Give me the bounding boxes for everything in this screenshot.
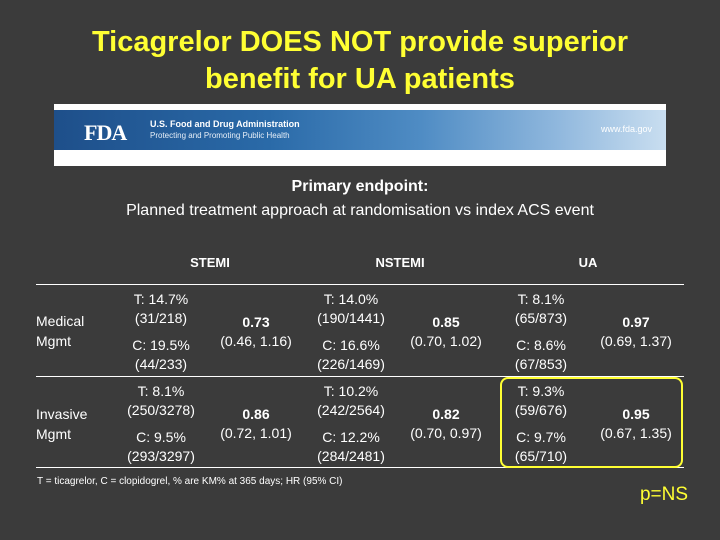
invasive-nstemi-ticagrelor: T: 10.2% (242/2564) bbox=[317, 383, 385, 418]
table-middle-rule bbox=[36, 376, 684, 377]
medical-stemi-hr: 0.73 (0.46, 1.16) bbox=[220, 314, 292, 349]
fda-logo: FDA bbox=[84, 120, 127, 145]
invasive-stemi-clopidogrel: C: 9.5% (293/3297) bbox=[127, 429, 195, 464]
fda-banner: FDA U.S. Food and Drug Administration Pr… bbox=[54, 104, 666, 166]
medical-ua-clopidogrel: C: 8.6% (67/853) bbox=[514, 337, 568, 372]
footnote: T = ticagrelor, C = clopidogrel, % are K… bbox=[37, 476, 343, 487]
fda-agency-name: U.S. Food and Drug Administration bbox=[150, 119, 300, 129]
row-label-line-2: Mgmt bbox=[36, 333, 71, 349]
medical-nstemi-hr: 0.85 (0.70, 1.02) bbox=[410, 314, 482, 349]
endpoint-heading: Primary endpoint: bbox=[291, 178, 429, 195]
title-line-2: benefit for UA patients bbox=[205, 63, 515, 95]
endpoint-block: Primary endpoint: Planned treatment appr… bbox=[0, 175, 720, 223]
ua-invasive-highlight-box bbox=[500, 377, 683, 468]
column-header-stemi: STEMI bbox=[190, 255, 230, 270]
invasive-ua-hr: 0.95 (0.67, 1.35) bbox=[600, 406, 672, 441]
medical-nstemi-clopidogrel: C: 16.6% (226/1469) bbox=[317, 337, 385, 372]
row-label-line-1: Medical bbox=[36, 313, 85, 329]
invasive-ua-clopidogrel: C: 9.7% (65/710) bbox=[514, 429, 568, 464]
medical-stemi-clopidogrel: C: 19.5% (44/233) bbox=[132, 337, 190, 372]
fda-banner-gradient: FDA U.S. Food and Drug Administration Pr… bbox=[54, 110, 666, 150]
slide-title: Ticagrelor DOES NOT provide superior ben… bbox=[0, 24, 720, 98]
fda-url: www.fda.gov bbox=[600, 124, 652, 134]
medical-ua-ticagrelor: T: 8.1% (65/873) bbox=[514, 291, 568, 326]
invasive-nstemi-hr: 0.82 (0.70, 0.97) bbox=[410, 406, 482, 441]
invasive-stemi-ticagrelor: T: 8.1% (250/3278) bbox=[127, 383, 195, 418]
medical-ua-hr: 0.97 (0.69, 1.37) bbox=[600, 314, 672, 349]
invasive-nstemi-clopidogrel: C: 12.2% (284/2481) bbox=[317, 429, 385, 464]
endpoint-subtitle: Planned treatment approach at randomisat… bbox=[126, 202, 594, 219]
p-value-conclusion: p=NS bbox=[639, 484, 688, 505]
row-label-line-2: Mgmt bbox=[36, 426, 71, 442]
invasive-ua-ticagrelor: T: 9.3% (59/676) bbox=[514, 383, 568, 418]
row-label-line-1: Invasive bbox=[36, 406, 88, 422]
invasive-stemi-hr: 0.86 (0.72, 1.01) bbox=[220, 406, 292, 441]
medical-stemi-ticagrelor: T: 14.7% (31/218) bbox=[133, 291, 189, 326]
table-bottom-rule bbox=[36, 467, 684, 468]
medical-nstemi-ticagrelor: T: 14.0% (190/1441) bbox=[317, 291, 385, 326]
title-line-1: Ticagrelor DOES NOT provide superior bbox=[91, 26, 629, 58]
fda-tagline: Protecting and Promoting Public Health bbox=[150, 131, 290, 140]
table-top-rule bbox=[36, 284, 684, 285]
row-label-medical: Medical Mgmt bbox=[36, 311, 84, 351]
row-label-invasive: Invasive Mgmt bbox=[36, 404, 87, 444]
column-header-ua: UA bbox=[578, 255, 598, 270]
column-header-nstemi: NSTEMI bbox=[375, 255, 425, 270]
